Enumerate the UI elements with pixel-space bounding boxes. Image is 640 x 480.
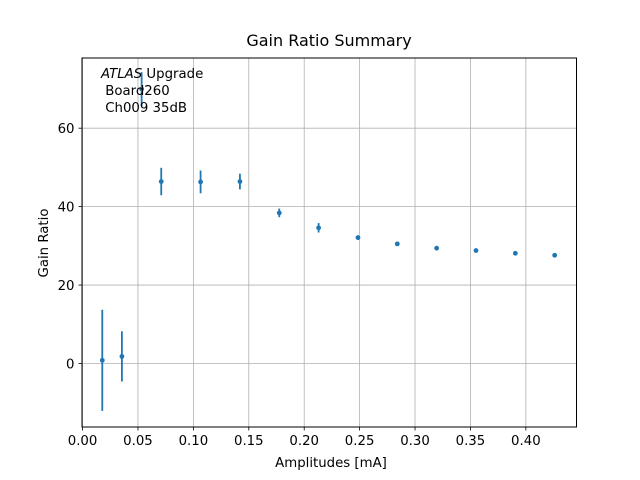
- x-tick-label: 0.35: [456, 434, 486, 449]
- axes-layer: 0.00 0.05 0.10 0.15 0.20 0.25 0.30 0.35 0.40 0 20 4…: [58, 57, 577, 449]
- annotation-upgrade: Upgrade: [142, 67, 203, 82]
- data-point: [139, 86, 145, 92]
- x-tick-label: 0.30: [400, 434, 430, 449]
- data-point: [99, 357, 105, 363]
- data-point: [552, 252, 558, 258]
- plot-border: [81, 57, 577, 428]
- x-tick-label: 0.10: [179, 434, 209, 449]
- data-point: [473, 248, 479, 253]
- data-point: [394, 241, 400, 247]
- data-point: [198, 179, 203, 185]
- x-axis-label: Amplitudes [mA]: [275, 456, 387, 471]
- annotation-line-2: Board260: [101, 84, 170, 99]
- annotation-experiment: ATLAS: [100, 67, 143, 82]
- y-tick-label: 40: [58, 200, 75, 215]
- x-tick-label: 0.00: [68, 434, 98, 449]
- chart-title: Gain Ratio Summary: [246, 31, 411, 50]
- y-tick-label: 60: [58, 122, 75, 137]
- annotation-line-3: Ch009 35dB: [101, 101, 187, 116]
- x-tick-label: 0.25: [345, 434, 375, 449]
- data-point: [316, 225, 322, 231]
- data-point: [512, 250, 518, 256]
- grid-layer: [82, 58, 577, 427]
- data-point: [434, 245, 440, 251]
- x-tick-label: 0.05: [123, 434, 153, 449]
- y-tick-label: 0: [66, 357, 74, 372]
- annotation-line-1: ATLAS Upgrade: [100, 67, 203, 82]
- data-point: [276, 210, 282, 216]
- x-tick-label: 0.40: [511, 434, 541, 449]
- y-axis-label: Gain Ratio: [37, 209, 52, 278]
- data-series: [99, 72, 558, 411]
- data-point: [158, 179, 164, 184]
- data-point: [237, 179, 243, 184]
- data-point: [119, 354, 125, 359]
- x-tick-label: 0.20: [289, 434, 319, 449]
- data-point: [355, 235, 361, 240]
- x-tick-label: 0.15: [234, 434, 264, 449]
- y-tick-label: 20: [58, 279, 75, 294]
